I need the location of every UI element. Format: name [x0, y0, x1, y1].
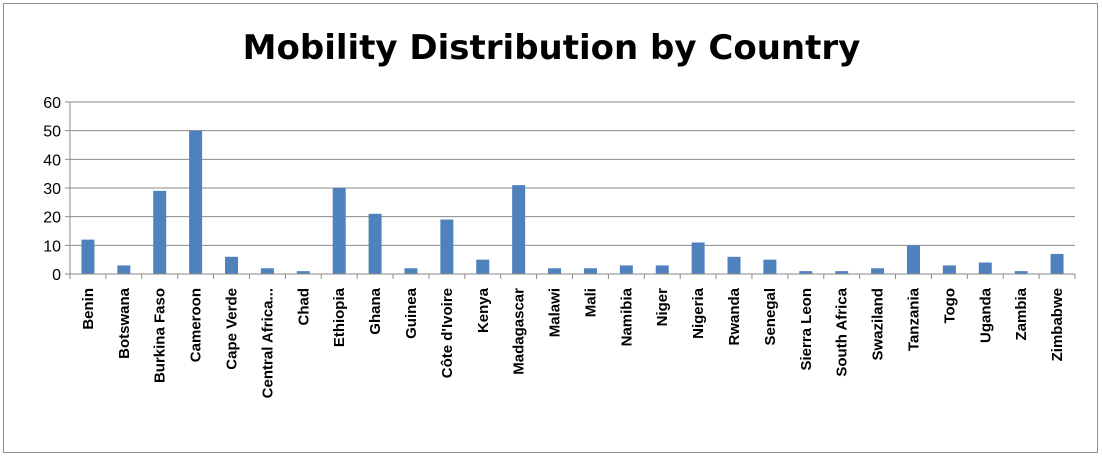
bar: [332, 188, 346, 274]
y-tick-label: 60: [43, 95, 61, 112]
bar: [368, 213, 382, 274]
x-tick-label: Namibia: [618, 287, 635, 346]
chart-frame: [3, 3, 1098, 453]
x-tick-label: Botswana: [116, 287, 133, 359]
x-tick-label: Swaziland: [870, 288, 887, 361]
x-tick-label: Côte d'Ivoire: [439, 288, 456, 378]
bar: [404, 268, 418, 274]
x-tick-label: Malawi: [547, 288, 564, 337]
bar: [476, 259, 490, 274]
bar: [799, 271, 813, 274]
y-tick-label: 50: [43, 124, 61, 141]
x-tick-label: Ghana: [367, 287, 384, 334]
bar: [871, 268, 885, 274]
bar: [763, 259, 777, 274]
bar: [835, 271, 849, 274]
bar: [548, 268, 562, 274]
x-tick-label: Kenya: [475, 287, 492, 333]
bar: [691, 242, 705, 274]
bar: [260, 268, 274, 274]
bar: [978, 262, 992, 274]
bar: [619, 265, 633, 274]
x-tick-label: Togo: [941, 288, 958, 324]
x-tick-label: Tanzania: [905, 287, 922, 351]
y-axis: 0 10 20 30 40 50 60: [43, 95, 71, 284]
bar: [81, 239, 95, 274]
x-tick-label: Nigeria: [690, 287, 707, 339]
y-tick-label: 20: [43, 210, 61, 227]
y-tick-label: 40: [43, 152, 61, 169]
x-tick-label: Zimbabwe: [1049, 288, 1066, 361]
x-tick-label: Cameroon: [188, 288, 205, 362]
y-tick-label: 30: [43, 181, 61, 198]
x-tick-label: Niger: [654, 288, 671, 327]
x-tick-label: Burkina Faso: [152, 288, 169, 383]
x-tick-label: Sierra Leon: [798, 288, 815, 371]
x-tick-label: Senegal: [762, 288, 779, 346]
bar: [655, 265, 669, 274]
bar: [1050, 253, 1064, 274]
bar: [189, 130, 203, 274]
x-tick-label: Ethiopia: [331, 287, 348, 347]
x-tick-label: Guinea: [403, 287, 420, 339]
y-tick-label: 0: [52, 267, 61, 284]
bar: [225, 256, 239, 274]
x-tick-label: Rwanda: [726, 287, 743, 345]
x-tick-label: Uganda: [977, 287, 994, 343]
x-tick-label: Zambia: [1013, 287, 1030, 340]
bars: [81, 130, 1064, 274]
gridlines: [70, 101, 1075, 275]
bar: [906, 245, 920, 274]
x-axis: Benin Botswana Burkina Faso Cameroon Cape Ve…: [69, 273, 1076, 398]
bar: [440, 219, 454, 274]
x-tick-label: South Africa: [834, 287, 851, 376]
x-tick-label: Cape Verde: [224, 288, 241, 370]
bar: [296, 271, 310, 274]
bar: [583, 268, 597, 274]
bar: [942, 265, 956, 274]
bar: [727, 256, 741, 274]
x-tick-label: Central Africa...: [259, 288, 276, 398]
bar: [153, 190, 167, 274]
y-tick-label: 10: [43, 238, 61, 255]
bar: [512, 185, 526, 274]
x-tick-label: Madagascar: [511, 288, 528, 375]
x-tick-label: Benin: [80, 288, 97, 330]
x-tick-label: Mali: [582, 288, 599, 317]
bar: [1014, 271, 1028, 274]
chart-title: Mobility Distribution by Country: [242, 28, 861, 68]
bar: [117, 265, 131, 274]
x-tick-label: Chad: [295, 288, 312, 326]
